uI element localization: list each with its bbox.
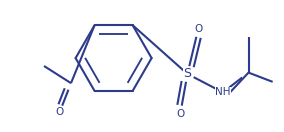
Text: O: O xyxy=(55,107,64,117)
Text: O: O xyxy=(176,109,185,119)
Text: S: S xyxy=(183,67,191,80)
Text: NH: NH xyxy=(215,87,231,97)
Text: O: O xyxy=(194,24,202,34)
